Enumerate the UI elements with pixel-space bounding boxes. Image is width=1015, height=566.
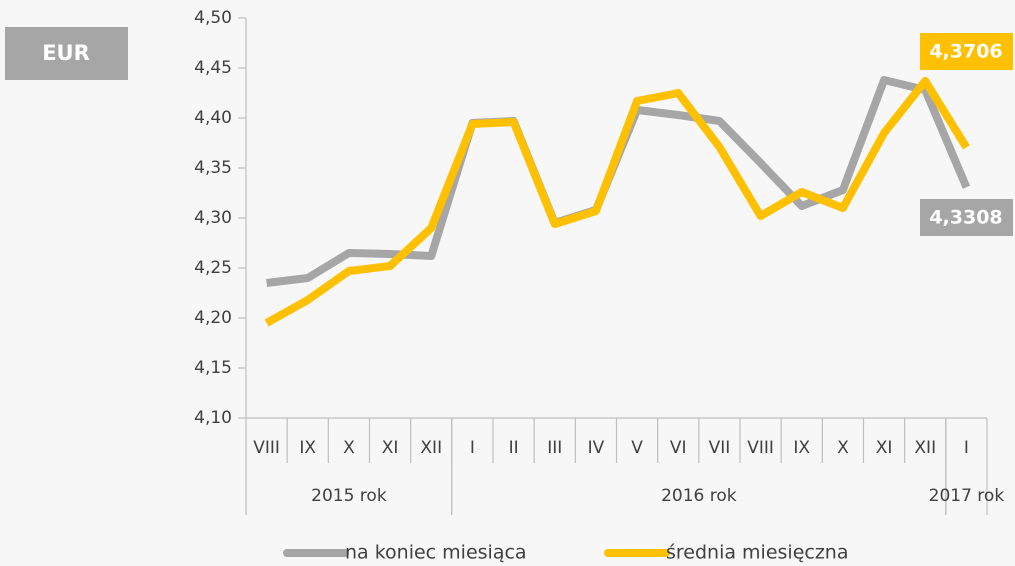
y-tick-label: 4,15 bbox=[194, 358, 232, 378]
value-label: 4,3308 bbox=[929, 207, 1002, 229]
x-tick-label: XII bbox=[420, 438, 442, 458]
group-label: 2017 rok bbox=[929, 486, 1005, 506]
x-tick-label: XII bbox=[914, 438, 936, 458]
y-tick-label: 4,10 bbox=[194, 408, 232, 428]
y-tick-label: 4,20 bbox=[194, 308, 232, 328]
value-label-box bbox=[920, 33, 1013, 70]
legend-label: średnia miesięczna bbox=[666, 542, 849, 564]
badge: EUR bbox=[42, 41, 90, 65]
y-tick-label: 4,35 bbox=[194, 158, 232, 178]
y-tick-label: 4,45 bbox=[194, 58, 232, 78]
x-tick-label: V bbox=[631, 438, 643, 458]
x-tick-label: IX bbox=[299, 438, 316, 458]
x-tick-label: IX bbox=[793, 438, 810, 458]
x-tick-label: I bbox=[470, 438, 475, 458]
value-label: 4,3706 bbox=[929, 41, 1002, 63]
x-tick-label: III bbox=[547, 438, 562, 458]
x-tick-label: X bbox=[837, 438, 849, 458]
legend-label: na koniec miesiąca bbox=[345, 542, 527, 564]
value-label-box bbox=[920, 199, 1013, 236]
series-line bbox=[264, 77, 970, 327]
x-tick-label: XI bbox=[876, 438, 893, 458]
x-tick-label: XI bbox=[382, 438, 399, 458]
x-tick-label: VIII bbox=[253, 438, 280, 458]
x-tick-label: IV bbox=[588, 438, 605, 458]
badge-box bbox=[5, 27, 128, 80]
y-tick-label: 4,25 bbox=[194, 258, 232, 278]
x-tick-label: X bbox=[343, 438, 355, 458]
y-tick-label: 4,40 bbox=[194, 108, 232, 128]
x-tick-label: VIII bbox=[747, 438, 774, 458]
group-label: 2016 rok bbox=[661, 486, 737, 506]
x-tick-label: II bbox=[509, 438, 519, 458]
y-tick-label: 4,30 bbox=[194, 208, 232, 228]
x-tick-label: I bbox=[964, 438, 969, 458]
x-tick-label: VI bbox=[670, 438, 687, 458]
group-label: 2015 rok bbox=[311, 486, 387, 506]
x-tick-label: VII bbox=[709, 438, 731, 458]
y-tick-label: 4,50 bbox=[194, 8, 232, 28]
